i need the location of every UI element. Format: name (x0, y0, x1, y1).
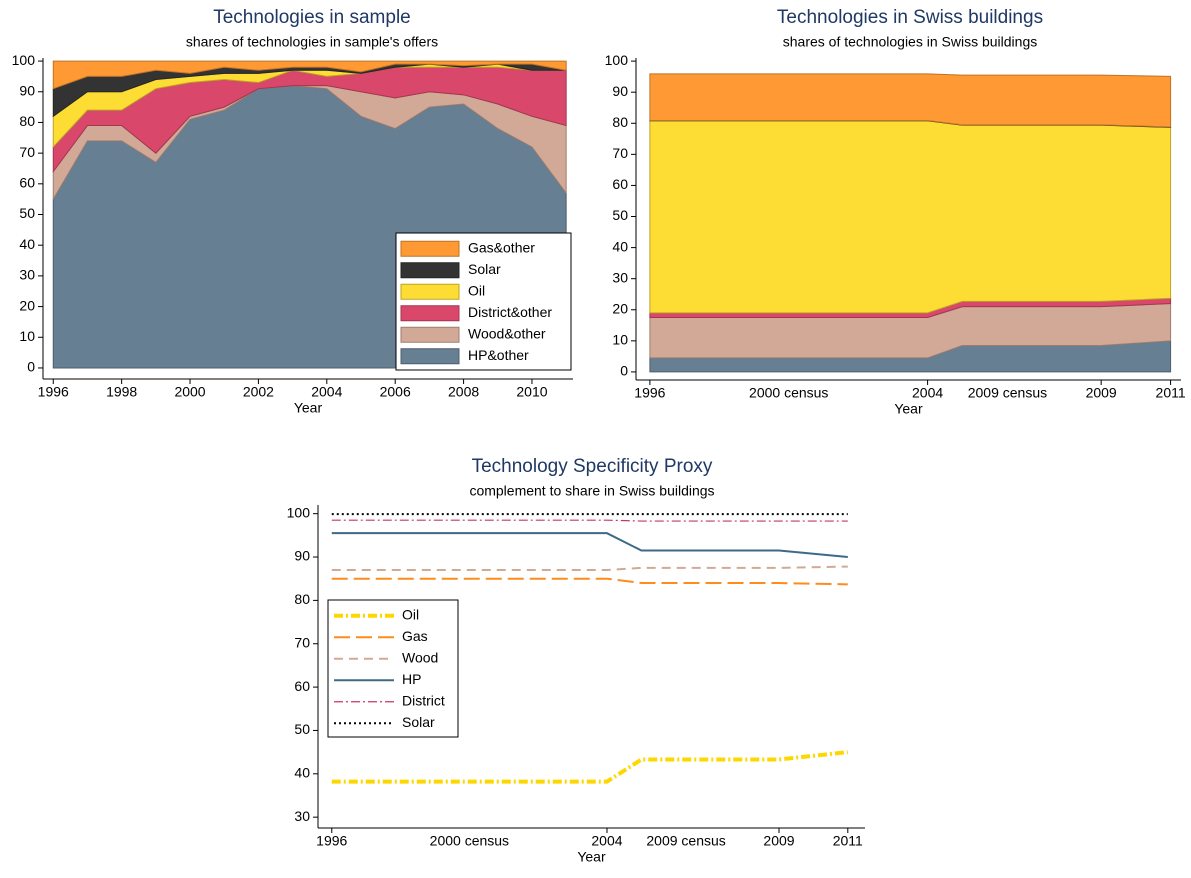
x-tick-label: 2008 (448, 384, 479, 400)
y-tick-label: 70 (612, 145, 628, 161)
y-tick-label: 40 (19, 236, 35, 252)
legend-label: Solar (468, 261, 501, 277)
x-tick-label: 2009 (763, 833, 794, 849)
y-tick-label: 20 (612, 300, 628, 316)
line (331, 519, 848, 522)
y-tick-label: 80 (612, 114, 628, 130)
x-tick-label: 2006 (380, 384, 411, 400)
y-tick-label: 30 (612, 269, 628, 285)
legend-box (327, 599, 459, 738)
legend-label: Wood&other (468, 325, 546, 341)
x-tick-label: 2004 (311, 384, 342, 400)
y-tick-label: 60 (294, 678, 310, 694)
y-tick-label: 80 (19, 113, 35, 129)
x-tick-label: 2010 (516, 384, 547, 400)
legend: Oil Gas Wood HP District Solar (327, 599, 459, 738)
legend-label: Gas&other (468, 239, 535, 255)
x-tick-label: 2000 census (430, 833, 509, 849)
legend-label: Gas (402, 628, 428, 644)
chart-title: Technologies in sample (213, 7, 411, 28)
chart: Technologies in Swiss buildings shares of… (605, 7, 1186, 417)
y-tick-label: 70 (294, 634, 310, 650)
y-tick-label: 40 (612, 238, 628, 254)
y-tick-label: 50 (19, 205, 35, 221)
x-tick-label: 1996 (634, 385, 665, 401)
y-tick-label: 10 (19, 328, 35, 344)
y-tick-label: 10 (612, 332, 628, 348)
x-axis-label: Year (294, 400, 323, 416)
legend-label: Solar (402, 714, 435, 730)
legend-label: Wood (402, 649, 438, 665)
line (331, 532, 848, 559)
legend-swatch (400, 240, 460, 257)
y-tick-label: 60 (19, 175, 35, 191)
x-tick-label: 1996 (38, 384, 69, 400)
y-tick-label: 100 (287, 504, 311, 520)
y-tick-label: 80 (294, 591, 310, 607)
x-axis-label: Year (894, 401, 923, 417)
x-tick-label: 2002 (243, 384, 274, 400)
y-tick-label: 60 (612, 176, 628, 192)
x-tick-label: 2000 (174, 384, 205, 400)
y-tick-label: 90 (294, 548, 310, 564)
x-tick-label: 2011 (833, 833, 863, 849)
y-tick-label: 40 (294, 765, 310, 781)
area (52, 60, 567, 90)
x-tick-label: 1996 (316, 833, 347, 849)
area (649, 73, 1172, 128)
y-tick-label: 30 (19, 267, 35, 283)
x-tick-label: 2009 census (968, 385, 1047, 401)
x-axis-label: Year (577, 849, 606, 865)
y-tick-label: 90 (19, 82, 35, 98)
legend-label: HP (402, 671, 421, 687)
legend-label: District (402, 692, 445, 708)
y-tick-label: 50 (612, 207, 628, 223)
line (331, 750, 849, 784)
legend-label: Oil (402, 606, 419, 622)
x-tick-label: 2004 (591, 833, 622, 849)
legend-label: Oil (468, 282, 485, 298)
x-tick-label: 2011 (1156, 385, 1186, 401)
chart: Technology Specificity Proxy complement t… (287, 456, 865, 865)
y-tick-label: 90 (612, 83, 628, 99)
y-tick-label: 70 (19, 144, 35, 160)
chart-subtitle: complement to share in Swiss buildings (469, 483, 714, 499)
legend-swatch (400, 305, 460, 322)
x-tick-label: 2009 (1086, 385, 1117, 401)
chart: Technologies in sample shares of technolo… (12, 7, 573, 416)
legend-swatch (400, 348, 460, 365)
chart-title: Technologies in Swiss buildings (777, 7, 1043, 28)
y-tick-label: 50 (294, 721, 310, 737)
line (331, 565, 848, 572)
legend: Gas&other Solar Oil District&other Wood&othe… (395, 232, 572, 371)
y-tick-label: 30 (294, 808, 310, 824)
legend-label: HP&other (468, 347, 529, 363)
x-tick-label: 2000 census (749, 385, 828, 401)
chart-title: Technology Specificity Proxy (472, 456, 713, 477)
y-tick-label: 0 (620, 363, 628, 379)
legend-label: District&other (468, 304, 552, 320)
line (331, 577, 848, 586)
x-tick-label: 2009 census (646, 833, 725, 849)
chart-subtitle: shares of technologies in sample's offer… (186, 34, 438, 50)
x-tick-label: 1998 (106, 384, 137, 400)
area (649, 120, 1172, 314)
legend-swatch (400, 326, 460, 343)
legend-swatch (400, 283, 460, 300)
y-tick-label: 0 (27, 359, 35, 375)
y-tick-label: 20 (19, 297, 35, 313)
y-tick-label: 100 (12, 52, 36, 68)
legend-swatch (400, 262, 460, 279)
chart-subtitle: shares of technologies in Swiss building… (783, 34, 1037, 50)
y-tick-label: 100 (605, 52, 629, 68)
x-tick-label: 2004 (912, 385, 943, 401)
